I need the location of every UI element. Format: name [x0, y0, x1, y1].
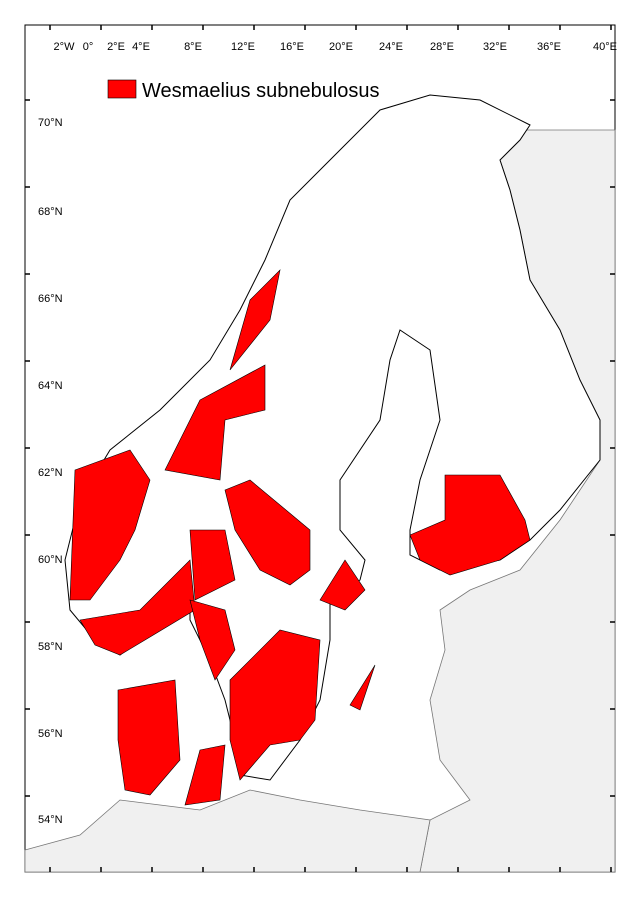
region-central-sweden [224, 479, 311, 586]
longitude-label: 8°E [184, 41, 202, 53]
region-west-sweden [189, 599, 236, 681]
region-gotland [349, 664, 376, 711]
latitude-label: 62°N [38, 467, 63, 479]
longitude-label: 12°E [231, 41, 255, 53]
longitude-label: 36°E [537, 41, 561, 53]
longitude-label: 16°E [280, 41, 304, 53]
longitude-label: 40°E [593, 41, 617, 53]
legend-swatch [107, 79, 137, 99]
longitude-label: 4°E [132, 41, 150, 53]
region-trondelag [164, 364, 266, 481]
longitude-label: 28°E [430, 41, 454, 53]
region-west-norway [69, 449, 151, 601]
longitude-label: 20°E [329, 41, 353, 53]
longitude-label: 32°E [483, 41, 507, 53]
presence-regions [69, 269, 531, 806]
longitude-label: 2°W [54, 41, 76, 53]
region-denmark-jutland [117, 679, 181, 796]
latitude-label: 56°N [38, 728, 63, 740]
axis-ticks [25, 25, 615, 872]
latitude-labels: 70°N 68°N 66°N 64°N 62°N 60°N 58°N 56°N 54°N [38, 117, 63, 826]
region-southern-sweden [229, 629, 321, 781]
latitude-label: 66°N [38, 293, 63, 305]
region-denmark-islands [184, 744, 226, 806]
longitude-labels: 2°W 0° 2°E 4°E 8°E 12°E 16°E 20°E 24°E 28°E 32°E 36… [54, 41, 617, 53]
region-southern-finland [409, 474, 531, 576]
longitude-label: 24°E [379, 41, 403, 53]
latitude-label: 58°N [38, 641, 63, 653]
region-nordland [229, 269, 281, 371]
latitude-label: 54°N [38, 814, 63, 826]
latitude-label: 60°N [38, 554, 63, 566]
latitude-label: 70°N [38, 117, 63, 129]
longitude-label: 2°E [107, 41, 125, 53]
latitude-label: 64°N [38, 380, 63, 392]
latitude-label: 68°N [38, 206, 63, 218]
region-stockholm [319, 559, 366, 611]
legend-label: Wesmaelius subnebulosus [142, 80, 380, 102]
longitude-label: 0° [83, 41, 94, 53]
region-oslo [189, 529, 236, 601]
germany-poland-land [24, 789, 431, 873]
